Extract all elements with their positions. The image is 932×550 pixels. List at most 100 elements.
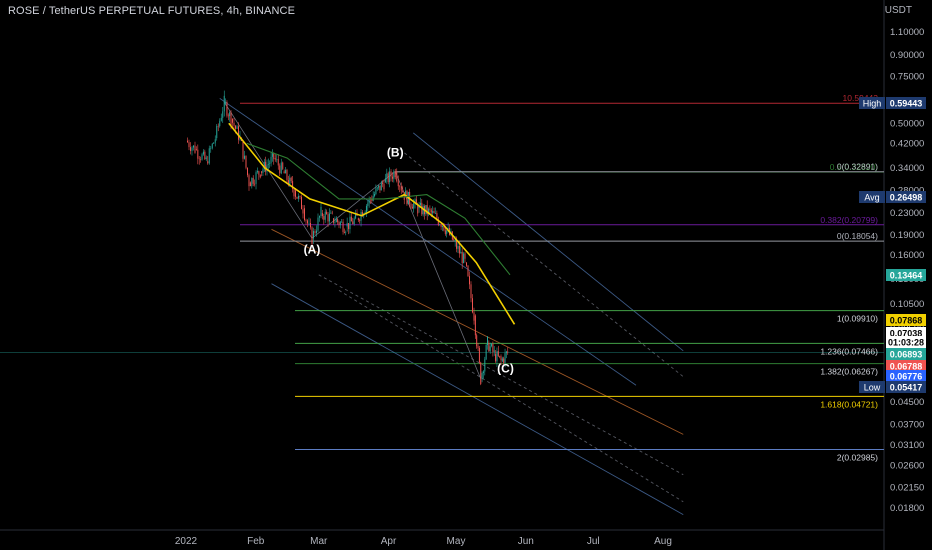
price-tag: 0.07868	[886, 314, 926, 326]
candle-body	[226, 102, 228, 116]
candle-body	[444, 230, 446, 234]
candle-body	[422, 206, 424, 215]
candle-body	[208, 148, 210, 164]
price-tag-label-bg	[859, 191, 885, 203]
moving-average-line	[246, 142, 511, 276]
candle-body	[338, 222, 340, 226]
candle-body	[458, 245, 460, 254]
y-tick-label: 0.03700	[890, 420, 924, 431]
candle-body	[337, 219, 339, 223]
candle-body	[217, 125, 219, 127]
candle-body	[313, 231, 314, 239]
price-tag-label: Low	[864, 383, 881, 393]
candle-body	[298, 195, 299, 199]
price-tag-value: 0.06893	[890, 350, 923, 360]
candle-body	[374, 194, 376, 197]
price-tag-value: 0.06776	[890, 372, 923, 382]
candle-body	[380, 182, 382, 191]
candle-body	[311, 227, 313, 245]
price-tag-bg	[886, 336, 926, 348]
wave-label: (A)	[304, 243, 321, 257]
candle-body	[417, 204, 419, 214]
candle-body	[327, 214, 329, 222]
candle-body	[187, 140, 188, 143]
candle-body	[368, 198, 370, 204]
candles	[187, 90, 509, 386]
channel-line	[338, 289, 684, 503]
candle-body	[396, 171, 398, 182]
price-tag-bg	[886, 360, 926, 372]
candle-body	[258, 171, 260, 175]
candle-body	[223, 95, 225, 112]
candle-body	[245, 155, 247, 168]
candle-body	[453, 239, 455, 241]
candle-body	[434, 213, 436, 214]
candle-body	[249, 182, 251, 187]
candle-body	[213, 142, 215, 144]
candle-body	[375, 188, 377, 195]
candle-body	[333, 218, 335, 223]
candle-body	[301, 196, 302, 210]
candle-body	[319, 216, 320, 218]
candle-body	[365, 205, 367, 213]
candle-body	[331, 212, 333, 214]
candle-body	[265, 161, 267, 172]
candle-body	[485, 344, 487, 360]
candle-body	[216, 125, 218, 139]
candle-body	[446, 230, 448, 234]
x-tick-label: Jun	[518, 536, 534, 547]
candle-body	[205, 157, 207, 160]
candle-body	[191, 147, 193, 151]
candle-body	[247, 167, 248, 176]
candle-body	[259, 174, 261, 178]
candle-body	[335, 219, 337, 223]
y-tick-label: 0.01800	[890, 503, 924, 514]
candle-body	[473, 312, 475, 321]
candle-body	[387, 173, 389, 183]
candle-body	[190, 147, 191, 151]
candle-body	[296, 196, 298, 199]
candle-body	[476, 335, 478, 347]
price-tag: Low 0.05417	[859, 381, 926, 393]
price-tag: 0.13464	[886, 269, 926, 281]
price-tag-bg	[886, 97, 926, 109]
price-tag-value: 0.07868	[890, 316, 923, 326]
candle-body	[504, 353, 506, 363]
candle-body	[274, 158, 276, 160]
candle-body	[487, 336, 488, 345]
y-tick-label: 0.50000	[890, 118, 924, 129]
y-tick-label: 0.04500	[890, 397, 924, 408]
fib-retracement-label: 0(0.18054)	[837, 231, 878, 241]
candle-body	[428, 208, 430, 215]
candle-body	[334, 222, 336, 223]
candle-body	[290, 177, 292, 182]
candle-body	[342, 221, 344, 232]
candle-body	[242, 140, 244, 159]
y-tick-label: 0.42000	[890, 138, 924, 149]
candle-body	[493, 350, 495, 352]
candle-body	[283, 171, 285, 174]
candle-body	[195, 149, 197, 150]
channel-line	[399, 148, 684, 377]
candle-body	[320, 206, 322, 217]
candle-body	[317, 217, 319, 231]
fib-retracement-label: 0.5(0.32820)	[830, 162, 878, 172]
price-tag-value: 0.07038	[890, 329, 923, 339]
candle-body	[321, 213, 323, 217]
price-tag-label: Avg	[864, 193, 879, 203]
candle-body	[425, 205, 427, 215]
candle-body	[484, 359, 486, 372]
candle-body	[202, 151, 204, 155]
fib-retracement-label: 0(0.32891)	[837, 162, 878, 172]
candle-body	[433, 211, 435, 214]
candle-body	[443, 223, 445, 231]
candle-body	[390, 171, 392, 177]
candle-body	[188, 142, 190, 148]
candle-body	[384, 178, 386, 183]
candle-body	[357, 218, 359, 220]
candle-body	[376, 187, 378, 189]
candle-body	[252, 177, 254, 184]
candle-body	[371, 198, 373, 201]
candle-body	[280, 162, 282, 174]
